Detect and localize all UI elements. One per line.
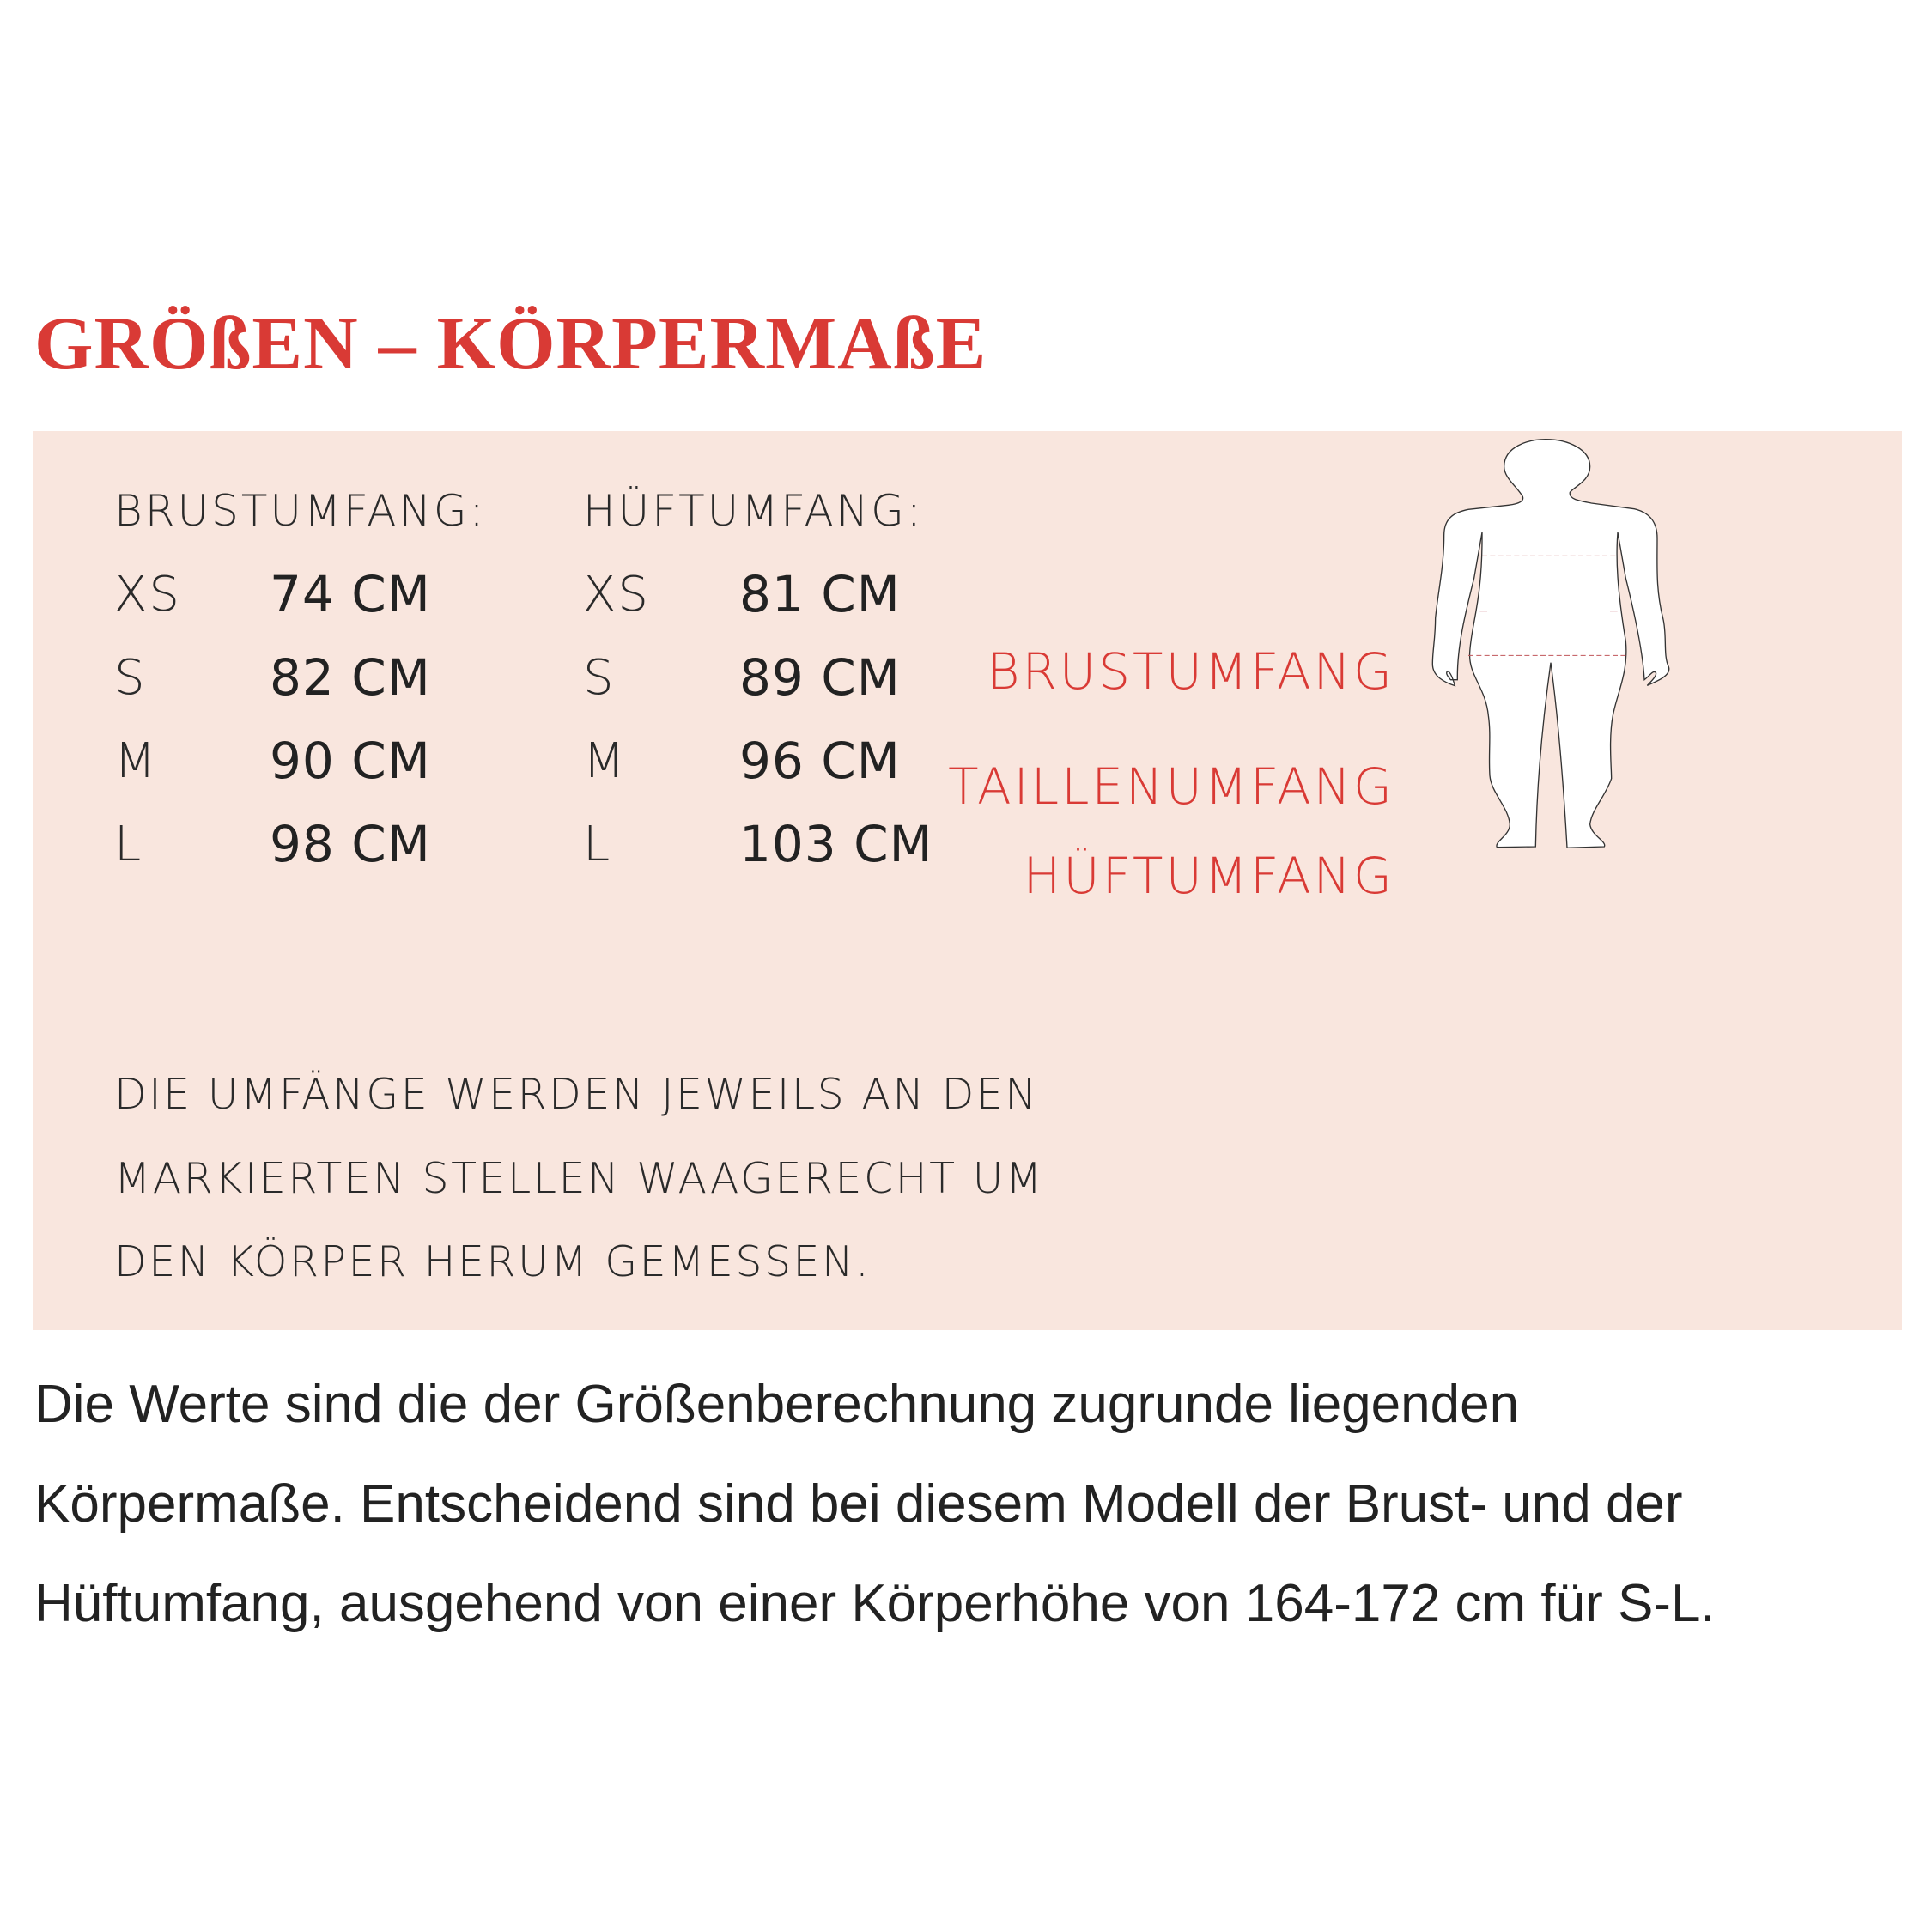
size-label: XS xyxy=(114,567,181,623)
size-value: 74 CM xyxy=(270,565,431,623)
size-label: M xyxy=(114,733,158,789)
size-value: 81 CM xyxy=(739,565,901,623)
size-label: XS xyxy=(583,567,650,623)
size-value: 82 CM xyxy=(270,648,431,707)
note-line: DIE UMFÄNGE WERDEN JEWEILS AN DEN xyxy=(114,1070,1039,1119)
size-label: L xyxy=(583,817,612,872)
size-label: S xyxy=(583,650,616,706)
size-value: 89 CM xyxy=(739,648,901,707)
note-line: DEN KÖRPER HERUM GEMESSEN. xyxy=(114,1237,872,1286)
size-value: 103 CM xyxy=(739,815,933,873)
paragraph-line: Körpermaße. Entscheidend sind bei diesem… xyxy=(34,1474,1683,1534)
hip-label: HÜFTUMFANG xyxy=(1023,847,1394,905)
size-label: L xyxy=(114,817,143,872)
size-value: 90 CM xyxy=(270,732,431,790)
paragraph-line: Die Werte sind die der Größenberechnung … xyxy=(34,1375,1520,1434)
size-label: M xyxy=(583,733,627,789)
bust-header: BRUSTUMFANG: xyxy=(114,486,487,536)
chest-label: BRUSTUMFANG xyxy=(987,642,1394,701)
size-value: 96 CM xyxy=(739,732,901,790)
size-value: 98 CM xyxy=(270,815,431,873)
page-title: GRÖßEN – KÖRPERMAßE xyxy=(34,302,987,386)
hip-header: HÜFTUMFANG: xyxy=(583,486,924,536)
waist-label: TAILLENUMFANG xyxy=(948,757,1394,816)
note-line: MARKIERTEN STELLEN WAAGERECHT UM xyxy=(114,1154,1044,1203)
paragraph-line: Hüftumfang, ausgehend von einer Körperhö… xyxy=(34,1574,1716,1633)
size-label: S xyxy=(114,650,147,706)
body-silhouette-icon xyxy=(1431,438,1670,849)
